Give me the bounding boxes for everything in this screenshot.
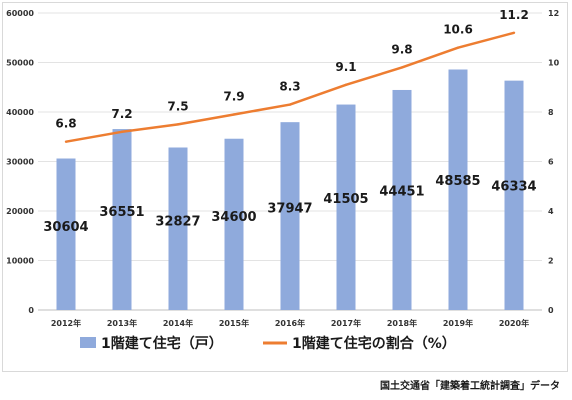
left-axis-tick-label: 40000 (6, 108, 34, 117)
legend-line-label: 1階建て住宅の割合（%） (292, 335, 456, 352)
left-axis-tick-label: 30000 (6, 158, 34, 167)
line-data-label: 9.1 (335, 60, 356, 74)
line-point (120, 130, 124, 133)
bar-data-label: 37947 (267, 201, 312, 216)
x-axis-tick-label: 2016年 (275, 318, 305, 328)
right-axis-tick-label: 8 (548, 108, 554, 117)
line-point (288, 103, 292, 106)
bar-data-label: 36551 (99, 205, 144, 220)
line-point (400, 66, 404, 69)
left-axis-tick-label: 10000 (6, 257, 34, 266)
x-axis-tick-label: 2019年 (443, 318, 473, 328)
line-data-label: 7.9 (223, 89, 244, 103)
line-data-label: 11.2 (499, 8, 529, 22)
bar (280, 122, 300, 310)
bar (224, 138, 244, 310)
left-axis-tick-label: 50000 (6, 59, 34, 68)
legend-bar-swatch (80, 337, 96, 348)
bar (504, 80, 524, 310)
source-note: 国土交通省「建築着工統計調査」データ (380, 379, 560, 392)
right-axis-tick-label: 6 (548, 158, 554, 167)
left-axis-tick-label: 0 (28, 306, 34, 315)
bar-data-label: 34600 (211, 210, 256, 225)
right-axis-tick-label: 10 (548, 59, 560, 68)
bar (448, 69, 468, 311)
bar-data-label: 41505 (323, 192, 368, 207)
bar (336, 104, 356, 310)
line-data-label: 8.3 (279, 80, 300, 94)
bar-data-label: 48585 (435, 174, 480, 189)
line-point (176, 123, 180, 126)
line-data-label: 9.8 (391, 42, 412, 56)
left-axis-tick-label: 20000 (6, 207, 34, 216)
x-axis-tick-label: 2012年 (51, 318, 81, 328)
bar (392, 89, 412, 310)
line-data-label: 7.5 (167, 99, 188, 113)
right-axis-tick-label: 12 (548, 9, 559, 18)
line-point (344, 83, 348, 86)
legend-bar-label: 1階建て住宅（戸） (101, 335, 223, 352)
x-axis-tick-label: 2017年 (331, 318, 361, 328)
x-axis-tick-label: 2018年 (387, 318, 417, 328)
line-data-label: 6.8 (55, 117, 76, 131)
x-axis-tick-label: 2015年 (219, 318, 249, 328)
bar-data-label: 30604 (43, 220, 88, 235)
line-point (456, 46, 460, 49)
bar-data-label: 32827 (155, 215, 200, 230)
line-data-label: 10.6 (443, 23, 473, 37)
line-point (64, 140, 68, 143)
right-axis-tick-label: 0 (548, 306, 554, 315)
bar (112, 129, 132, 310)
bar (168, 147, 188, 310)
bar (56, 158, 76, 310)
line-data-label: 7.2 (111, 107, 132, 121)
x-axis-tick-label: 2014年 (163, 318, 193, 328)
line-point (512, 31, 516, 34)
bar-data-label: 46334 (491, 180, 536, 195)
x-axis-tick-label: 2020年 (499, 318, 529, 328)
bar-data-label: 44451 (379, 185, 424, 200)
left-axis-tick-label: 60000 (6, 9, 34, 18)
right-axis-tick-label: 2 (548, 257, 554, 266)
line-point (232, 113, 236, 116)
x-axis-tick-label: 2013年 (107, 318, 137, 328)
right-axis-tick-label: 4 (548, 207, 554, 216)
